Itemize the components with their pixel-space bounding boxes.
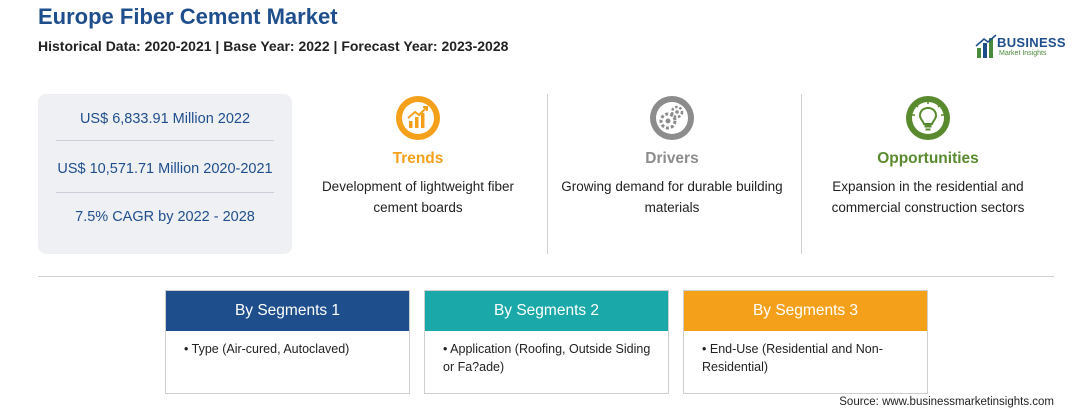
logo-mark-icon [975,34,997,58]
logo-wordmark: BUSINESS [997,35,1066,50]
column-divider [801,94,802,254]
stat-cagr: 7.5% CAGR by 2022 - 2028 [75,209,255,225]
segment-2-title: By Segments 2 [425,291,668,331]
segment-box-1: By Segments 1 • Type (Air-cured, Autocla… [165,290,410,394]
stat-divider [56,192,274,193]
opportunities-title: Opportunities [877,150,979,167]
segment-2-item: • Application (Roofing, Outside Siding o… [443,342,651,374]
trends-text: Development of lightweight fiber cement … [321,179,515,215]
drivers-text: Growing demand for durable building mate… [561,179,783,215]
column-divider [547,94,548,254]
stat-divider [56,140,274,141]
segment-3-title: By Segments 3 [684,291,927,331]
segment-1-title: By Segments 1 [166,291,409,331]
trends-title: Trends [392,150,444,167]
business-market-insights-logo: BUSINESS Market Insights [975,34,1066,62]
segment-box-2: By Segments 2 • Application (Roofing, Ou… [424,290,669,394]
segment-box-3: By Segments 3 • End-Use (Residential and… [683,290,928,394]
section-divider [38,276,1054,277]
gears-icon [650,96,694,140]
source-link[interactable]: Source: www.businessmarketinsights.com [839,396,1054,408]
logo-tagline: Market Insights [999,50,1047,57]
opportunities-text: Expansion in the residential and commerc… [831,179,1025,215]
segment-3-item: • End-Use (Residential and Non-Residenti… [702,342,883,374]
lightbulb-icon [906,96,950,140]
page-title: Europe Fiber Cement Market [38,4,338,29]
market-stats-panel: US$ 6,833.91 Million 2022 US$ 10,571.71 … [38,94,292,254]
trend-chart-icon [396,96,440,140]
segment-2-item-text: Application (Roofing, Outside Siding or … [443,342,651,374]
stat-market-size-historical: US$ 10,571.71 Million 2020-2021 [57,161,273,177]
drivers-title: Drivers [645,150,699,167]
segment-1-item: • Type (Air-cured, Autoclaved) [184,342,350,356]
page-subtitle: Historical Data: 2020-2021 | Base Year: … [38,38,509,54]
stat-market-size-2022: US$ 6,833.91 Million 2022 [79,111,251,127]
segment-1-item-text: Type (Air-cured, Autoclaved) [191,342,350,356]
segment-3-item-text: End-Use (Residential and Non-Residential… [702,342,883,374]
